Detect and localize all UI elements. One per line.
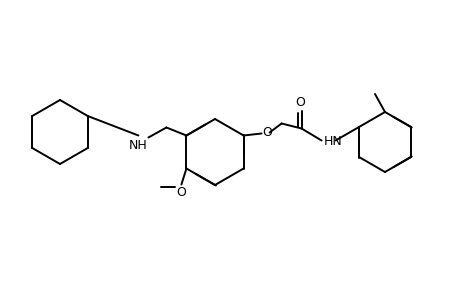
Text: O: O <box>176 187 186 200</box>
Text: HN: HN <box>323 135 341 148</box>
Text: O: O <box>295 95 305 109</box>
Text: NH: NH <box>129 139 147 152</box>
Text: O: O <box>262 126 272 139</box>
